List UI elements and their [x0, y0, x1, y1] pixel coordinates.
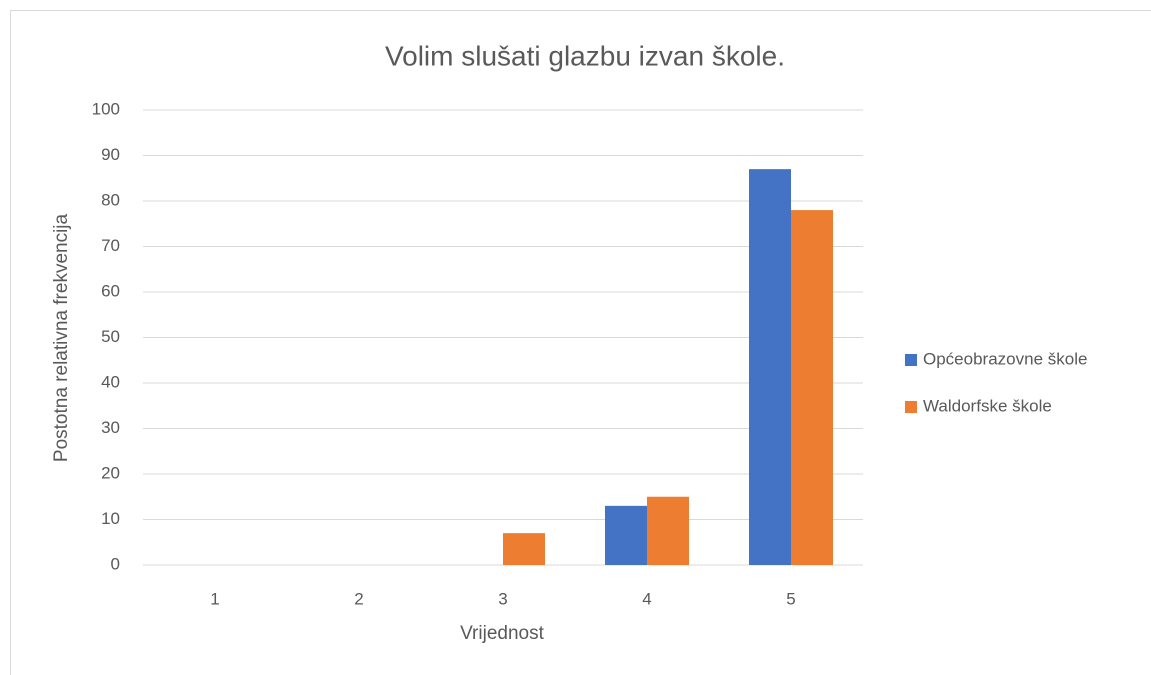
x-tick-label: 3 — [498, 589, 507, 608]
y-tick-label: 70 — [101, 236, 120, 255]
legend-swatch — [905, 401, 917, 413]
legend-label: Waldorfske škole — [923, 396, 1052, 415]
x-tick-label: 4 — [642, 589, 651, 608]
y-tick-label: 90 — [101, 145, 120, 164]
x-tick-label: 5 — [786, 589, 795, 608]
y-tick-label: 0 — [111, 554, 120, 573]
y-tick-label: 30 — [101, 418, 120, 437]
y-tick-label: 80 — [101, 190, 120, 209]
x-tick-label: 2 — [354, 589, 363, 608]
y-tick-label: 60 — [101, 281, 120, 300]
y-tick-label: 40 — [101, 372, 120, 391]
bar — [605, 505, 647, 565]
y-tick-label: 10 — [101, 509, 120, 528]
bar — [749, 169, 791, 565]
x-tick-label: 1 — [210, 589, 219, 608]
legend-swatch — [905, 354, 917, 366]
chart-border — [10, 10, 1151, 675]
y-tick-label: 50 — [101, 327, 120, 346]
y-axis-label: Postotna relativna frekvencija — [51, 213, 72, 462]
bar — [647, 496, 689, 565]
y-tick-label: 20 — [101, 463, 120, 482]
chart-title: Volim slušati glazbu izvan škole. — [385, 40, 785, 71]
bar — [503, 533, 545, 565]
bar — [791, 210, 833, 565]
y-tick-label: 100 — [92, 99, 120, 118]
legend-label: Općeobrazovne škole — [923, 349, 1087, 368]
x-axis-label: Vrijednost — [460, 623, 545, 644]
